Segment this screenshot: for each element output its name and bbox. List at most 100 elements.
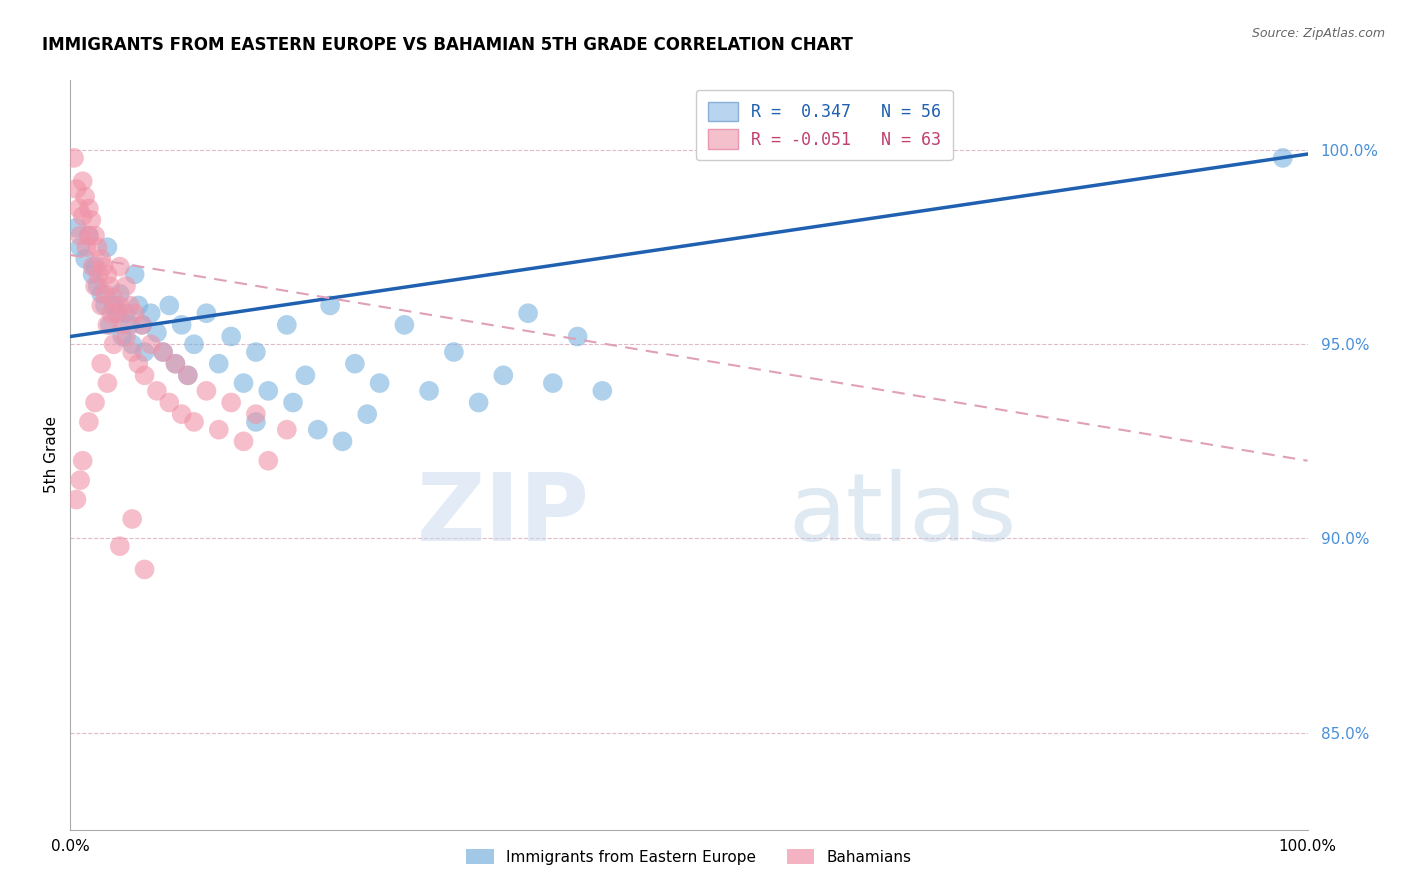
- Point: [94, 298, 117, 312]
- Point: [105, 306, 128, 320]
- Point: [108, 286, 131, 301]
- Point: [118, 318, 141, 332]
- Point: [103, 337, 125, 351]
- Point: [82, 268, 104, 282]
- Point: [443, 345, 465, 359]
- Point: [165, 357, 187, 371]
- Point: [103, 291, 125, 305]
- Point: [93, 260, 115, 274]
- Point: [245, 407, 267, 421]
- Point: [65, 182, 87, 196]
- Point: [467, 395, 489, 409]
- Point: [77, 202, 100, 216]
- Point: [146, 384, 169, 398]
- Point: [170, 318, 193, 332]
- Point: [157, 395, 180, 409]
- Point: [65, 492, 87, 507]
- Point: [139, 306, 162, 320]
- Point: [111, 329, 134, 343]
- Point: [121, 512, 143, 526]
- Point: [108, 298, 131, 312]
- Point: [72, 454, 94, 468]
- Point: [77, 228, 100, 243]
- Point: [108, 539, 131, 553]
- Point: [170, 407, 193, 421]
- Point: [127, 357, 149, 371]
- Point: [127, 298, 149, 312]
- Point: [108, 260, 131, 274]
- Point: [72, 174, 94, 188]
- Point: [65, 220, 87, 235]
- Point: [541, 376, 564, 390]
- Point: [96, 240, 118, 254]
- Point: [96, 376, 118, 390]
- Point: [82, 260, 104, 274]
- Point: [87, 268, 110, 282]
- Point: [90, 252, 112, 266]
- Point: [69, 473, 91, 487]
- Point: [105, 306, 128, 320]
- Point: [492, 368, 515, 383]
- Point: [356, 407, 378, 421]
- Legend: Immigrants from Eastern Europe, Bahamians: Immigrants from Eastern Europe, Bahamian…: [460, 842, 918, 871]
- Point: [115, 306, 138, 320]
- Point: [86, 279, 108, 293]
- Point: [121, 345, 143, 359]
- Point: [131, 318, 153, 332]
- Point: [77, 415, 100, 429]
- Point: [208, 423, 231, 437]
- Point: [276, 318, 298, 332]
- Point: [152, 345, 174, 359]
- Point: [100, 306, 122, 320]
- Point: [98, 318, 121, 332]
- Point: [281, 395, 304, 409]
- Point: [394, 318, 416, 332]
- Point: [63, 151, 86, 165]
- Point: [124, 268, 146, 282]
- Point: [115, 329, 138, 343]
- Point: [195, 306, 218, 320]
- Point: [98, 279, 121, 293]
- Point: [276, 423, 298, 437]
- Point: [183, 415, 205, 429]
- Point: [177, 368, 200, 383]
- Point: [307, 423, 329, 437]
- Point: [90, 357, 112, 371]
- Text: ZIP: ZIP: [418, 469, 591, 561]
- Point: [75, 190, 97, 204]
- Point: [111, 318, 134, 332]
- Point: [139, 337, 162, 351]
- Point: [124, 306, 146, 320]
- Point: [90, 298, 112, 312]
- Text: IMMIGRANTS FROM EASTERN EUROPE VS BAHAMIAN 5TH GRADE CORRELATION CHART: IMMIGRANTS FROM EASTERN EUROPE VS BAHAMI…: [42, 36, 853, 54]
- Point: [567, 329, 589, 343]
- Y-axis label: 5th Grade: 5th Grade: [44, 417, 59, 493]
- Text: Source: ZipAtlas.com: Source: ZipAtlas.com: [1251, 27, 1385, 40]
- Point: [72, 209, 94, 223]
- Point: [219, 329, 242, 343]
- Point: [319, 298, 342, 312]
- Point: [121, 337, 143, 351]
- Point: [86, 240, 108, 254]
- Point: [134, 562, 156, 576]
- Point: [67, 202, 90, 216]
- Point: [77, 228, 100, 243]
- Point: [96, 318, 118, 332]
- Text: atlas: atlas: [787, 469, 1017, 561]
- Point: [165, 357, 187, 371]
- Point: [245, 415, 267, 429]
- Point: [80, 213, 103, 227]
- Point: [75, 240, 97, 254]
- Point: [157, 298, 180, 312]
- Point: [177, 368, 200, 383]
- Point: [69, 240, 91, 254]
- Point: [84, 228, 107, 243]
- Point: [96, 268, 118, 282]
- Point: [183, 337, 205, 351]
- Point: [115, 279, 138, 293]
- Point: [257, 454, 280, 468]
- Point: [118, 298, 141, 312]
- Point: [219, 395, 242, 409]
- Point: [152, 345, 174, 359]
- Point: [591, 384, 613, 398]
